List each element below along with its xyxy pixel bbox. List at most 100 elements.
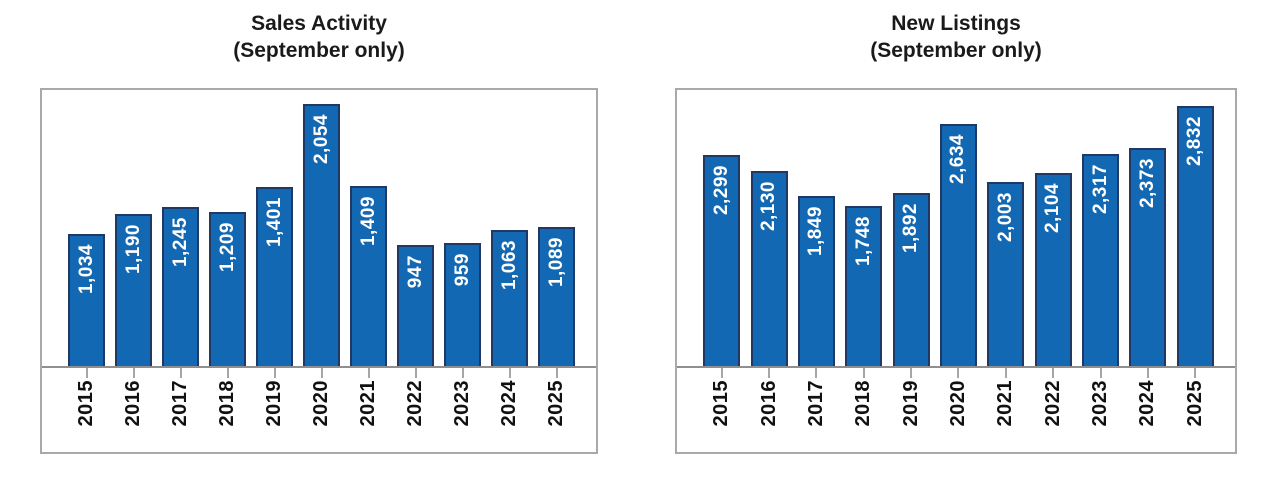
x-label-slot: 2025 (1172, 380, 1219, 452)
bar-value-label-wrap: 1,245 (164, 217, 197, 267)
bar-slot: 1,849 (793, 196, 840, 366)
tick-slot (63, 368, 110, 378)
x-axis-label-2024: 2024 (1136, 380, 1159, 427)
x-label-slot: 2020 (298, 380, 345, 452)
x-axis-label-2021: 2021 (357, 380, 379, 427)
x-axis-tick (1194, 368, 1197, 378)
x-axis-line (42, 366, 596, 368)
chart-title-line2: (September only) (233, 39, 405, 62)
bar-2023: 2,317 (1082, 154, 1120, 366)
x-axis-label-2016: 2016 (757, 380, 780, 427)
x-axis-tick (461, 368, 464, 378)
bar-value-label-wrap: 2,299 (705, 165, 738, 215)
x-axis-tick (815, 368, 818, 378)
x-axis-label-2018: 2018 (216, 380, 238, 427)
bar-slot: 1,190 (110, 214, 157, 366)
x-axis-label-2017: 2017 (169, 380, 191, 427)
x-labels-row: 2015 2016 2017 2018 2019 2020 2021 2022 2023 2024… (677, 378, 1235, 452)
bar-slot: 1,409 (345, 186, 392, 366)
tick-slot (793, 368, 840, 378)
x-axis-tick (1004, 368, 1007, 378)
bar-slot: 2,317 (1077, 154, 1124, 366)
tick-slot (698, 368, 745, 378)
x-axis-tick (1146, 368, 1149, 378)
bar-2023: 959 (444, 243, 481, 366)
tick-slot (439, 368, 486, 378)
tick-slot (1030, 368, 1077, 378)
x-label-slot: 2017 (157, 380, 204, 452)
bar-value-label-wrap: 1,409 (352, 196, 385, 246)
bar-value-label-wrap: 2,373 (1131, 158, 1164, 208)
bar-value-label-wrap: 2,634 (942, 134, 975, 184)
bar-2018: 1,209 (209, 212, 246, 366)
bar-slot: 1,034 (63, 234, 110, 366)
bar-slot: 2,299 (698, 155, 745, 366)
bar-value-label-wrap: 1,209 (211, 222, 244, 272)
x-axis-label-2025: 2025 (1183, 380, 1206, 427)
x-axis-label-2016: 2016 (122, 380, 144, 427)
bar-value-label-wrap: 2,317 (1084, 164, 1117, 214)
x-axis-tick (555, 368, 558, 378)
bar-value-label-wrap: 1,892 (895, 203, 928, 253)
x-axis-tick (414, 368, 417, 378)
bar-2018: 1,748 (845, 206, 883, 366)
bar-value-label-wrap: 1,034 (70, 244, 103, 294)
x-axis-label-2022: 2022 (404, 380, 426, 427)
tick-slot (251, 368, 298, 378)
tick-slot (887, 368, 934, 378)
bar-value-label: 1,849 (805, 206, 827, 257)
bar-value-label-wrap: 947 (399, 255, 432, 288)
bar-value-label-wrap: 1,401 (258, 197, 291, 247)
x-axis-tick (720, 368, 723, 378)
bar-value-label: 2,373 (1136, 158, 1158, 209)
x-label-slot: 2020 (935, 380, 982, 452)
x-axis-label-2017: 2017 (804, 380, 827, 427)
bar-slot: 959 (439, 243, 486, 366)
bar-slot: 1,748 (840, 206, 887, 366)
x-axis-tick (862, 368, 865, 378)
x-axis-tick (226, 368, 229, 378)
bar-value-label-wrap: 2,054 (305, 114, 338, 164)
bar-slot: 1,063 (486, 230, 533, 366)
bar-2016: 2,130 (750, 171, 788, 366)
bar-slot: 2,054 (298, 104, 345, 366)
x-axis-tick (957, 368, 960, 378)
chart-title-line2: (September only) (870, 39, 1042, 62)
bar-value-label: 1,190 (122, 224, 144, 275)
bar-value-label: 2,832 (1184, 116, 1206, 167)
bar-value-label: 1,748 (852, 216, 874, 267)
bar-value-label: 1,401 (263, 197, 285, 248)
x-axis-tick (508, 368, 511, 378)
x-label-slot: 2019 (251, 380, 298, 452)
bar-slot: 2,104 (1030, 173, 1077, 366)
plot-area: 1,034 1,190 1,245 1,209 1,401 2,054 1,409 947 95… (42, 90, 596, 366)
tick-slot (486, 368, 533, 378)
bar-value-label-wrap: 1,849 (800, 206, 833, 256)
x-axis-label-2020: 2020 (310, 380, 332, 427)
tick-slot (392, 368, 439, 378)
bar-slot: 1,089 (533, 227, 580, 366)
bar-value-label: 2,634 (947, 134, 969, 185)
bar-2022: 947 (397, 245, 434, 366)
x-label-slot: 2023 (439, 380, 486, 452)
x-axis-label-2023: 2023 (451, 380, 473, 427)
x-axis-tick (85, 368, 88, 378)
tick-slot (1124, 368, 1171, 378)
bar-2019: 1,892 (892, 193, 930, 366)
bar-value-label-wrap: 2,104 (1037, 183, 1070, 233)
tick-slot (982, 368, 1029, 378)
bar-value-label: 1,892 (900, 203, 922, 254)
tick-slot (157, 368, 204, 378)
chart-title-new-listings: New Listings (September only) (675, 10, 1237, 66)
bar-value-label-wrap: 1,089 (540, 237, 573, 287)
bar-slot: 1,401 (251, 187, 298, 366)
tick-slot (1172, 368, 1219, 378)
x-axis-label-2020: 2020 (946, 380, 969, 427)
x-axis-label-2015: 2015 (75, 380, 97, 427)
ticks-row (677, 368, 1235, 378)
x-axis-label-2023: 2023 (1089, 380, 1112, 427)
x-label-slot: 2021 (345, 380, 392, 452)
bar-value-label: 959 (451, 253, 473, 287)
x-label-slot: 2015 (63, 380, 110, 452)
bar-2017: 1,849 (797, 196, 835, 366)
